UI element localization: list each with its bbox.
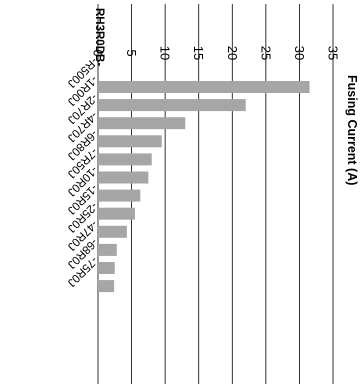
value-axis-title: Fusing Current (A): [345, 75, 359, 185]
series-prefix-label: RH3R0DB-: [93, 8, 105, 66]
value-tick-label: 15: [191, 46, 206, 60]
category-labels: -R500J-1R00J-2R70J-4R70J-6R80J-7R50J-10R…: [65, 55, 100, 289]
value-tick-label: 20: [225, 46, 240, 60]
bar: [98, 171, 149, 184]
value-tick-label: 5: [124, 49, 139, 56]
bars: [97, 81, 310, 293]
bar: [98, 207, 135, 220]
gridlines: [97, 4, 334, 384]
bar: [98, 280, 115, 293]
bar: [98, 262, 115, 274]
bar: [98, 225, 127, 238]
bar: [98, 189, 141, 202]
value-tick-labels: 0 5 10 15 20 25 30 35: [91, 46, 341, 60]
bar: [97, 153, 152, 166]
bar: [98, 99, 246, 112]
value-tick-label: 25: [258, 46, 273, 60]
value-tick-label: 10: [158, 46, 173, 60]
bar: [98, 135, 162, 148]
bar: [98, 81, 310, 93]
bar: [98, 243, 117, 256]
bar: [98, 117, 186, 130]
value-tick-label: 35: [326, 46, 341, 60]
value-tick-label: 0: [91, 49, 106, 56]
value-tick-label: 30: [292, 46, 307, 60]
